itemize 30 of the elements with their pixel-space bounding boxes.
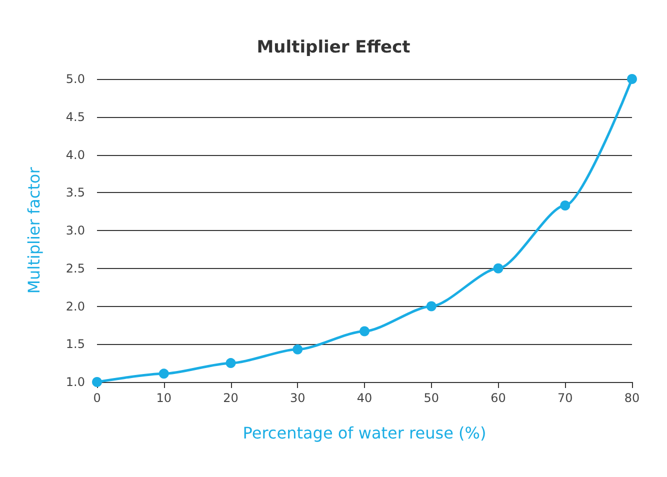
y-axis-title: Multiplier factor xyxy=(24,166,44,294)
x-tick-label: 20 xyxy=(223,391,238,405)
y-tick-label: 1.5 xyxy=(66,337,85,352)
y-tick-label: 2.0 xyxy=(66,299,85,314)
x-tick-label: 0 xyxy=(93,391,101,405)
x-axis-title: Percentage of water reuse (%) xyxy=(242,424,486,442)
chart-title: Multiplier Effect xyxy=(256,38,410,58)
x-tick-label: 40 xyxy=(356,391,372,405)
y-tick-label: 4.0 xyxy=(66,148,85,162)
y-tick-label: 4.5 xyxy=(66,110,85,124)
y-tick-label: 1.0 xyxy=(66,375,85,389)
y-tick-label: 3.5 xyxy=(66,186,85,200)
point xyxy=(292,344,303,354)
x-tick-label: 60 xyxy=(490,391,506,405)
point xyxy=(627,74,637,84)
point xyxy=(92,377,102,387)
point xyxy=(493,263,504,274)
y-tick-label: 5.0 xyxy=(66,72,85,86)
point xyxy=(426,301,436,312)
x-tick-label: 80 xyxy=(624,391,640,405)
y-tick-label: 3.0 xyxy=(66,224,85,238)
x-tick-label: 30 xyxy=(290,391,306,405)
point xyxy=(560,200,570,210)
point xyxy=(360,326,370,336)
x-tick-label: 10 xyxy=(156,391,172,405)
point xyxy=(226,358,236,368)
point xyxy=(158,368,169,379)
y-tick-label: 2.5 xyxy=(66,261,85,276)
x-tick-label: 50 xyxy=(424,391,440,405)
x-tick-label: 70 xyxy=(557,391,573,405)
